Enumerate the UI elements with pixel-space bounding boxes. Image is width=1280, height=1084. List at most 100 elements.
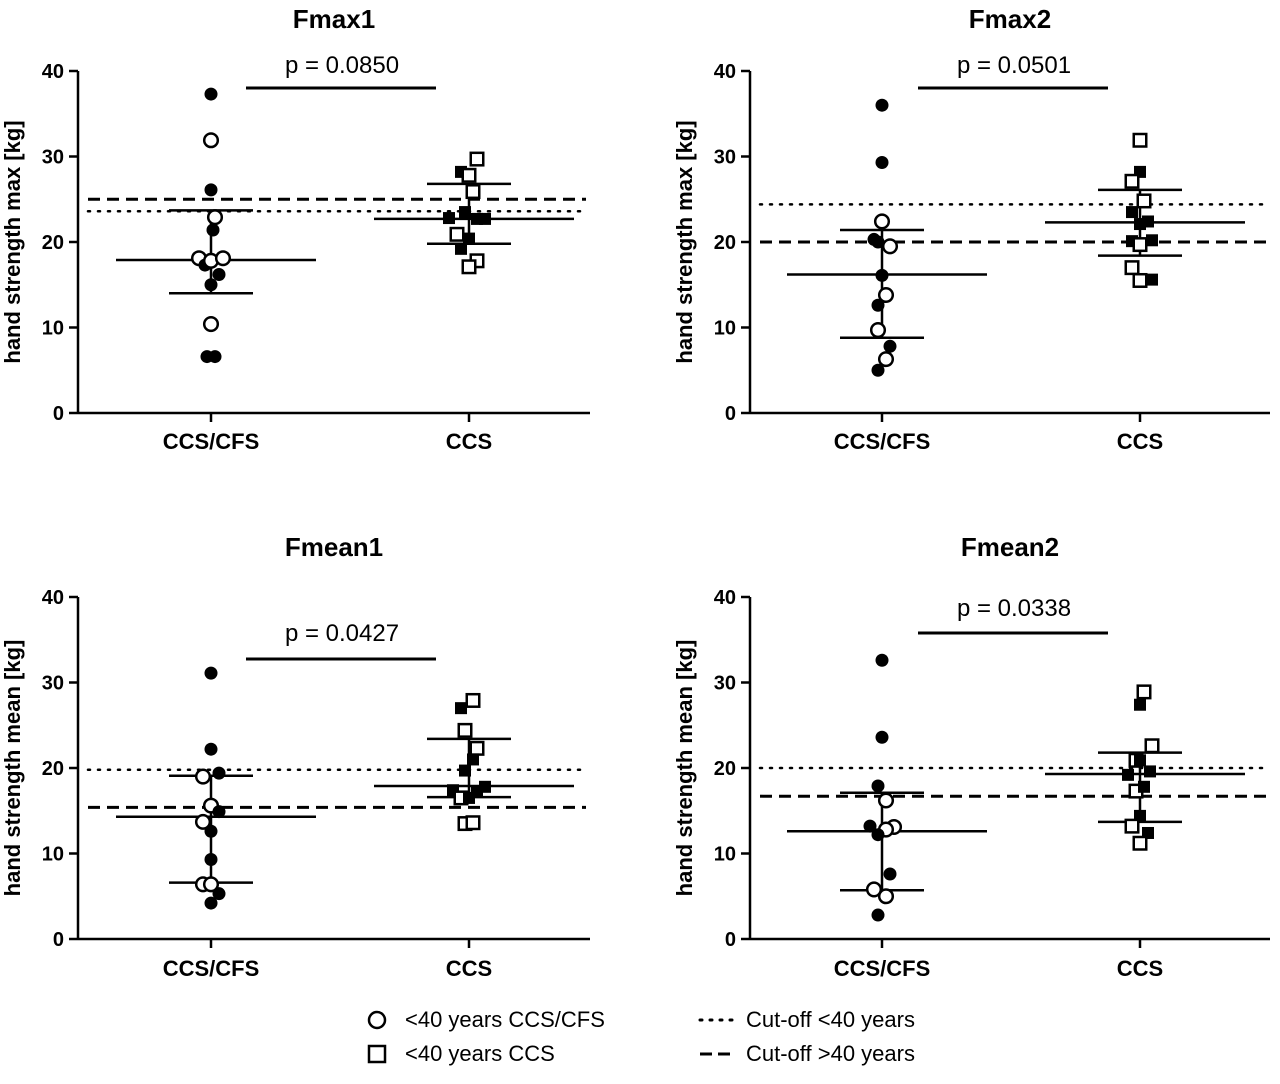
data-point [465, 815, 481, 831]
y-tick-label: 30 [714, 673, 736, 695]
y-tick-label: 0 [725, 929, 736, 951]
data-point [871, 363, 885, 377]
data-point [875, 730, 889, 744]
y-tick-label: 20 [42, 758, 64, 780]
chart-title: Fmean2 [961, 532, 1059, 562]
data-point [206, 209, 224, 226]
data-point [212, 267, 226, 281]
y-tick-label: 10 [714, 844, 736, 866]
data-point [469, 740, 485, 756]
data-point [202, 132, 220, 149]
legend-label: <40 years CCS/CFS [405, 1007, 605, 1032]
y-tick-label: 20 [714, 232, 736, 254]
data-point [869, 322, 887, 339]
data-point [204, 824, 218, 838]
data-point [459, 206, 471, 219]
data-point [202, 876, 220, 893]
data-point [471, 785, 483, 798]
group-0 [787, 653, 987, 922]
data-point [875, 98, 889, 112]
y-tick-label: 20 [42, 232, 64, 254]
group-1 [1045, 132, 1245, 288]
data-point [877, 351, 895, 368]
data-point [1132, 835, 1148, 851]
y-axis-label: hand strength mean [kg] [0, 640, 25, 897]
y-tick-label: 0 [725, 403, 736, 425]
x-tick-label: CCS/CFS [163, 956, 260, 981]
data-point [875, 653, 889, 667]
y-axis-label: hand strength mean [kg] [672, 640, 697, 897]
x-tick-label: CCS [446, 956, 492, 981]
data-point [1138, 780, 1150, 793]
legend-label: Cut-off >40 years [746, 1041, 915, 1066]
data-point [877, 286, 895, 304]
data-point [202, 316, 220, 333]
data-point [1136, 684, 1152, 700]
data-point [865, 881, 883, 898]
data-point [1132, 237, 1148, 253]
data-point [873, 213, 891, 230]
data-point [1124, 173, 1140, 189]
x-tick-label: CCS/CFS [834, 956, 931, 981]
data-point [871, 235, 885, 249]
x-tick-label: CCS [446, 429, 492, 454]
data-point [871, 908, 885, 922]
group-0 [116, 87, 316, 364]
data-point [206, 223, 220, 237]
data-point [1122, 768, 1134, 781]
y-tick-label: 20 [714, 758, 736, 780]
data-point [204, 183, 218, 197]
data-point [871, 779, 885, 793]
data-point [194, 768, 212, 785]
data-point [461, 259, 477, 275]
data-point [1146, 234, 1158, 247]
data-point [883, 867, 897, 881]
y-tick-label: 30 [42, 147, 64, 169]
y-tick-label: 0 [53, 403, 64, 425]
data-point [863, 819, 877, 833]
data-point [877, 792, 895, 809]
p-value-label: p = 0.0338 [957, 595, 1071, 622]
data-point [214, 250, 232, 267]
data-point [1124, 818, 1140, 834]
legend-square-icon [367, 1044, 387, 1064]
y-tick-label: 40 [42, 587, 64, 609]
legend: <40 years CCS/CFS <40 years CCS Cut-off <4… [367, 1007, 915, 1066]
legend-label: Cut-off <40 years [746, 1007, 915, 1032]
y-tick-label: 40 [714, 587, 736, 609]
p-value-label: p = 0.0427 [285, 620, 399, 647]
y-tick-label: 10 [42, 844, 64, 866]
y-tick-label: 0 [53, 929, 64, 951]
data-point [1124, 260, 1140, 276]
chart-title: Fmax2 [969, 4, 1051, 34]
data-point [212, 766, 226, 780]
data-point [1144, 765, 1156, 778]
data-point [875, 268, 889, 282]
data-point [465, 692, 481, 708]
data-point [877, 888, 895, 905]
data-point [212, 805, 226, 819]
data-point [1134, 698, 1146, 711]
y-axis-label: hand strength max [kg] [0, 120, 25, 363]
data-point [469, 151, 485, 167]
chart-title: Fmean1 [285, 532, 383, 562]
y-tick-label: 40 [714, 61, 736, 83]
data-point [461, 167, 477, 183]
data-point [467, 753, 479, 766]
legend-label: <40 years CCS [405, 1041, 555, 1066]
chart-panel-fmean1: Fmean1 hand strength mean [kg] 0 10 20 30 40 CC… [0, 532, 590, 981]
data-point [208, 350, 222, 364]
data-point [449, 226, 465, 242]
data-point [1126, 206, 1138, 219]
data-point [463, 232, 475, 245]
group-1 [1045, 684, 1245, 851]
x-tick-label: CCS/CFS [834, 429, 931, 454]
data-point [204, 87, 218, 101]
chart-panel-fmean2: Fmean2 hand strength mean [kg] 0 10 20 30 40 CC… [672, 532, 1270, 981]
y-tick-label: 30 [42, 673, 64, 695]
group-1 [374, 151, 574, 275]
data-point [1134, 218, 1146, 231]
chart-panel-fmax1: Fmax1 hand strength max [kg] 0 10 20 30 40 CCS/… [0, 4, 590, 454]
data-point [465, 184, 481, 200]
legend-circle-icon [367, 1010, 387, 1030]
